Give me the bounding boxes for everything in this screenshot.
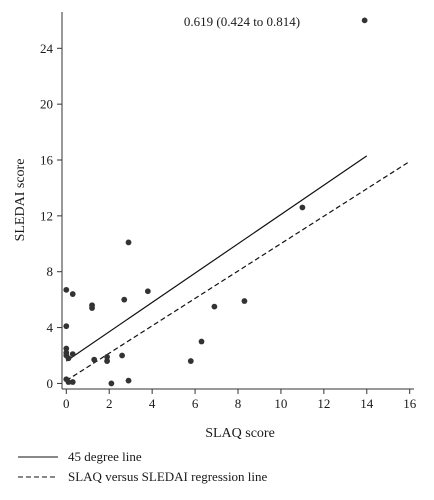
data-point (69, 351, 76, 357)
y-tick-label: 4 (47, 320, 54, 335)
data-point (65, 379, 72, 385)
regression-line (65, 160, 411, 382)
x-tick-label: 16 (403, 396, 417, 411)
x-tick-label: 12 (317, 396, 330, 411)
x-axis-title: SLAQ score (205, 426, 275, 441)
data-point (241, 298, 248, 304)
x-tick-label: 14 (360, 396, 374, 411)
data-point (91, 356, 98, 363)
data-point (104, 358, 110, 364)
x-tick-label: 4 (149, 396, 156, 411)
y-tick-label: 8 (47, 264, 54, 279)
data-point (121, 296, 128, 303)
legend-label-regression: SLAQ versus SLEDAI regression line (68, 469, 268, 484)
data-point (361, 17, 368, 24)
forty-five-degree-line (65, 155, 368, 362)
data-point (211, 303, 218, 310)
data-point (65, 355, 72, 362)
data-point (299, 204, 306, 211)
data-point (187, 358, 194, 364)
x-tick-label: 2 (106, 396, 113, 411)
data-point (63, 286, 70, 293)
series-lines (65, 155, 411, 382)
data-point (125, 377, 132, 384)
x-tick-label: 10 (274, 396, 287, 411)
x-tick-label: 0 (63, 396, 70, 411)
y-tick-label: 12 (40, 208, 53, 223)
data-point (104, 353, 110, 360)
data-point (108, 380, 115, 387)
x-tick-label: 6 (192, 396, 199, 411)
correlation-annotation: 0.619 (0.424 to 0.814) (184, 14, 300, 29)
x-tick-label: 8 (235, 396, 242, 411)
data-point (69, 379, 76, 385)
y-axis-title: SLEDAI score (13, 159, 28, 242)
data-point (198, 338, 205, 345)
data-points (63, 17, 368, 387)
y-tick-label: 20 (40, 97, 53, 112)
y-tick-label: 16 (40, 153, 54, 168)
data-point (144, 288, 151, 295)
data-point (119, 352, 125, 359)
data-point (63, 323, 70, 330)
data-point (125, 239, 132, 246)
y-tick-label: 0 (47, 376, 54, 391)
data-point (89, 305, 95, 311)
data-point (69, 291, 76, 297)
legend-label-45-degree: 45 degree line (68, 449, 142, 464)
data-point (63, 345, 70, 352)
legend: 45 degree line SLAQ versus SLEDAI regres… (18, 449, 268, 484)
y-tick-label: 24 (40, 41, 54, 56)
